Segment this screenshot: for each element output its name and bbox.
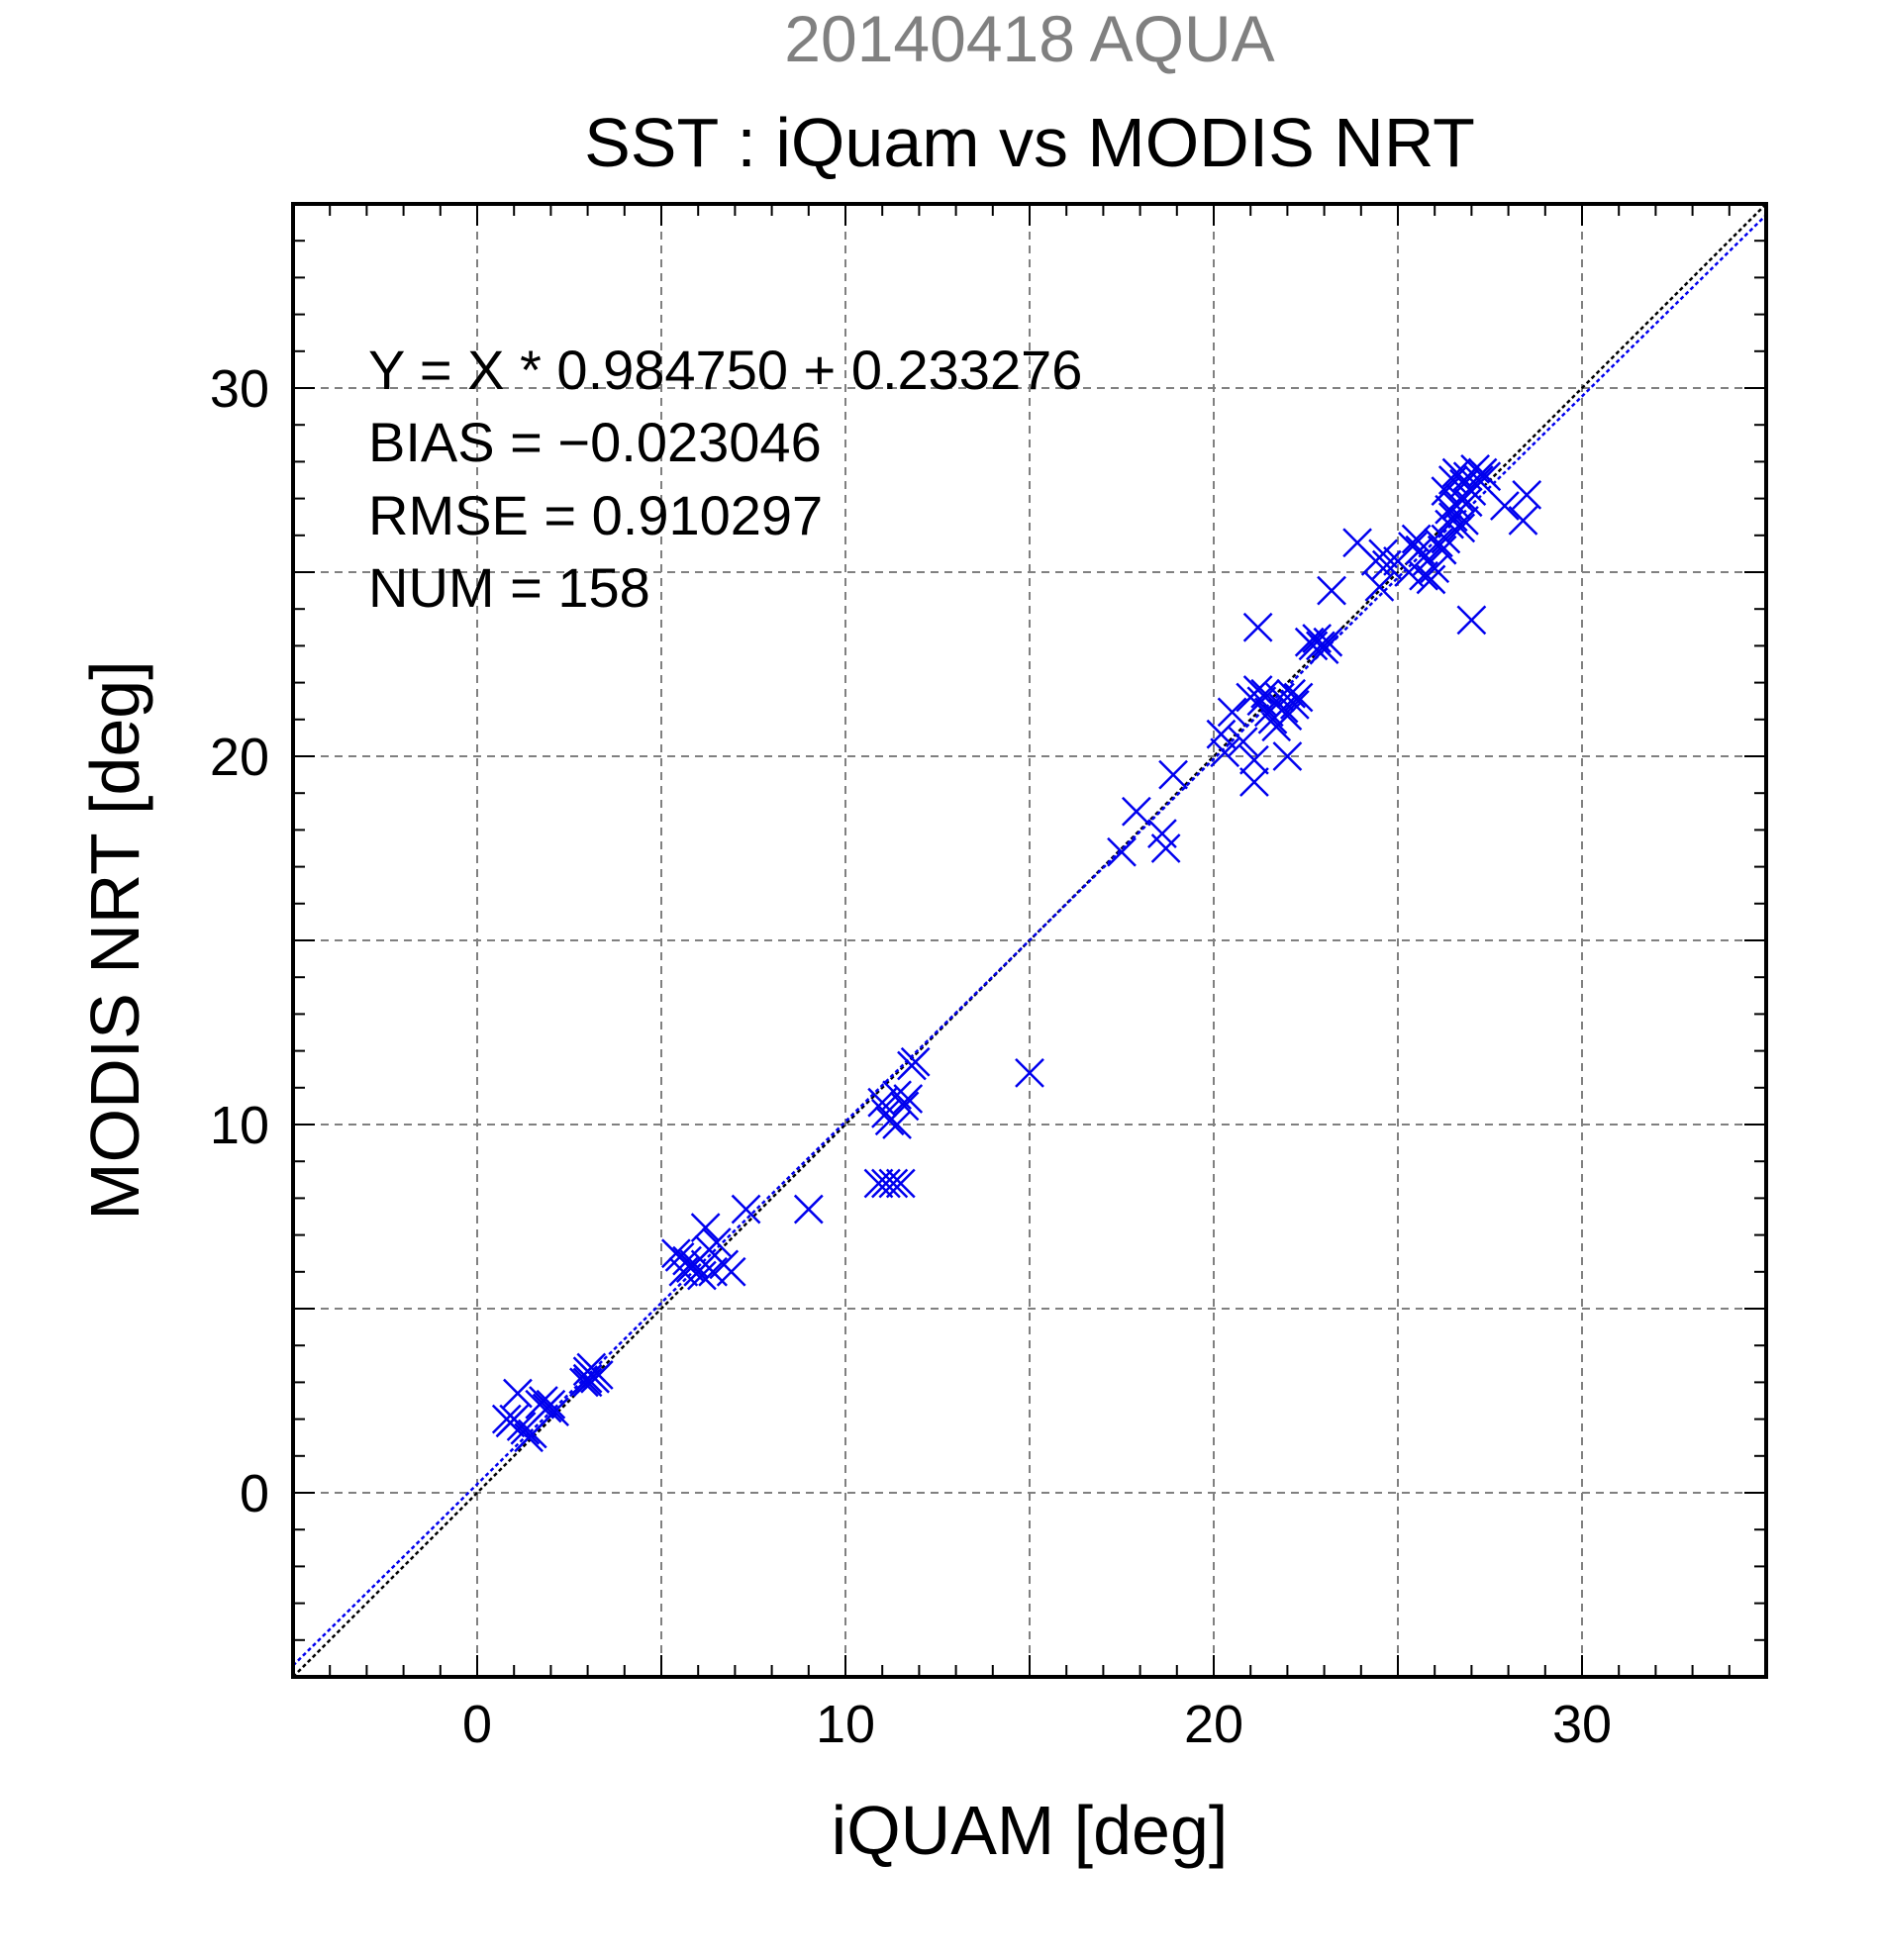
x-tick-labels: 0 10 20 30: [462, 1695, 1612, 1754]
data-point: [900, 1046, 931, 1077]
data-point: [731, 1194, 761, 1225]
data-point: [1276, 678, 1307, 709]
reference-lines: [292, 203, 1767, 1678]
data-point: [503, 1378, 533, 1409]
data-point: [1313, 627, 1343, 657]
x-tick-label: 20: [1184, 1695, 1243, 1754]
data-point: [1309, 635, 1339, 665]
data-point: [1217, 697, 1247, 728]
x-tick-label: 0: [462, 1695, 492, 1754]
fit-equation-text: Y = X * 0.984750 + 0.233276: [368, 339, 1082, 401]
chart-supertitle: 20140418 AQUA: [784, 2, 1274, 75]
bias-text: BIAS = −0.023046: [368, 411, 822, 473]
data-point: [1424, 528, 1453, 558]
data-point: [1489, 491, 1520, 521]
data-point: [1420, 553, 1450, 584]
data-point: [540, 1397, 570, 1427]
data-point: [878, 1168, 909, 1199]
data-point: [1317, 575, 1346, 606]
data-point: [1371, 549, 1402, 580]
data-point: [1279, 690, 1310, 720]
data-point: [1471, 461, 1502, 492]
data-point: [1508, 506, 1538, 536]
data-point: [1150, 833, 1181, 863]
num-text: NUM = 158: [368, 556, 650, 619]
y-tick-labels: 0 10 20 30: [210, 359, 269, 1523]
data-point: [1015, 1058, 1044, 1088]
data-point: [893, 1084, 924, 1114]
data-point: [1228, 727, 1258, 757]
data-point: [1449, 506, 1479, 536]
data-point: [1368, 539, 1399, 569]
data-point: [701, 1227, 732, 1257]
data-point: [1107, 836, 1137, 867]
data-point: [1242, 675, 1273, 705]
data-point: [1239, 744, 1269, 775]
data-point: [1283, 682, 1314, 713]
y-axis-label: MODIS NRT [deg]: [76, 660, 153, 1220]
data-point: [1206, 719, 1237, 749]
rmse-text: RMSE = 0.910297: [368, 484, 823, 546]
data-point: [1427, 535, 1457, 565]
chart-title: SST : iQuam vs MODIS NRT: [584, 104, 1475, 181]
data-point: [1210, 737, 1240, 768]
data-point: [716, 1256, 746, 1287]
plot-frame: [291, 202, 1768, 1679]
fit-line: [292, 214, 1767, 1667]
data-point: [871, 1168, 901, 1199]
data-points: [491, 453, 1542, 1453]
data-point: [1452, 487, 1483, 518]
data-point: [536, 1389, 566, 1420]
x-axis-label: iQUAM [deg]: [832, 1792, 1229, 1869]
data-point: [885, 1168, 916, 1199]
data-point: [889, 1091, 920, 1122]
x-tick-label: 30: [1552, 1695, 1612, 1754]
data-point: [1456, 605, 1487, 636]
data-point: [1239, 767, 1269, 797]
data-point: [583, 1360, 614, 1390]
y-tick-label: 30: [210, 359, 269, 419]
data-point: [1463, 465, 1494, 495]
data-point: [1416, 564, 1446, 595]
y-tick-label: 0: [240, 1464, 269, 1523]
data-point: [1445, 513, 1476, 543]
stats-annotation: Y = X * 0.984750 + 0.233276 BIAS = −0.02…: [368, 339, 1082, 619]
data-point: [572, 1363, 603, 1394]
y-tick-label: 20: [210, 728, 269, 787]
data-point: [1272, 741, 1303, 771]
data-point: [793, 1194, 824, 1225]
data-point: [1364, 571, 1395, 602]
data-point: [882, 1110, 912, 1139]
data-point: [1268, 693, 1299, 724]
x-tick-label: 10: [816, 1695, 875, 1754]
data-point: [1121, 796, 1151, 827]
data-point: [1512, 479, 1542, 510]
data-point: [1158, 759, 1188, 790]
data-point: [1242, 612, 1273, 642]
y-tick-label: 10: [210, 1096, 269, 1155]
data-point: [863, 1168, 894, 1199]
data-point: [687, 1260, 717, 1291]
